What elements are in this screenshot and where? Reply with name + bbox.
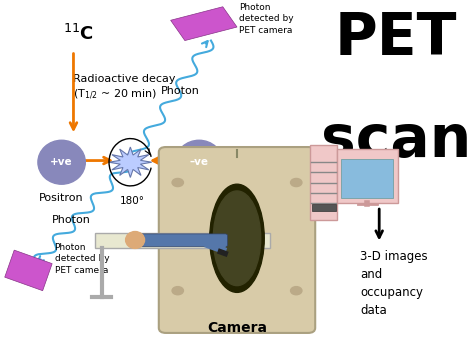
- Text: Positron: Positron: [39, 193, 84, 203]
- Ellipse shape: [210, 184, 264, 292]
- Text: Electron: Electron: [176, 193, 222, 203]
- Polygon shape: [5, 250, 52, 291]
- FancyBboxPatch shape: [159, 147, 315, 333]
- Text: Photon
detected by
PET camera: Photon detected by PET camera: [239, 3, 294, 34]
- Bar: [312, 204, 336, 211]
- Circle shape: [291, 178, 302, 187]
- Text: 180°: 180°: [120, 196, 145, 206]
- Text: 3-D images
and
occupancy
data: 3-D images and occupancy data: [360, 250, 428, 317]
- Text: Photon: Photon: [161, 86, 200, 96]
- Ellipse shape: [126, 232, 145, 248]
- Bar: [95, 233, 270, 248]
- Polygon shape: [109, 147, 152, 177]
- Bar: [337, 149, 398, 203]
- Text: Radioactive decay
(T$_{1/2}$ ~ 20 min): Radioactive decay (T$_{1/2}$ ~ 20 min): [73, 74, 176, 102]
- Ellipse shape: [38, 140, 85, 184]
- Circle shape: [172, 287, 183, 295]
- Circle shape: [172, 178, 183, 187]
- Text: +ve: +ve: [50, 157, 73, 167]
- Text: Photon
detected by
PET camera: Photon detected by PET camera: [55, 243, 109, 274]
- Text: $^{11}$C: $^{11}$C: [63, 24, 93, 44]
- Bar: [310, 145, 337, 220]
- Ellipse shape: [213, 191, 261, 286]
- Ellipse shape: [175, 140, 223, 184]
- FancyBboxPatch shape: [133, 234, 228, 247]
- Text: scan: scan: [321, 112, 471, 169]
- Polygon shape: [171, 7, 237, 41]
- Bar: [341, 159, 393, 198]
- Text: Photon: Photon: [52, 215, 91, 225]
- Text: –ve: –ve: [190, 157, 209, 167]
- Circle shape: [291, 287, 302, 295]
- Text: PET: PET: [335, 10, 457, 67]
- Text: Camera: Camera: [207, 321, 267, 335]
